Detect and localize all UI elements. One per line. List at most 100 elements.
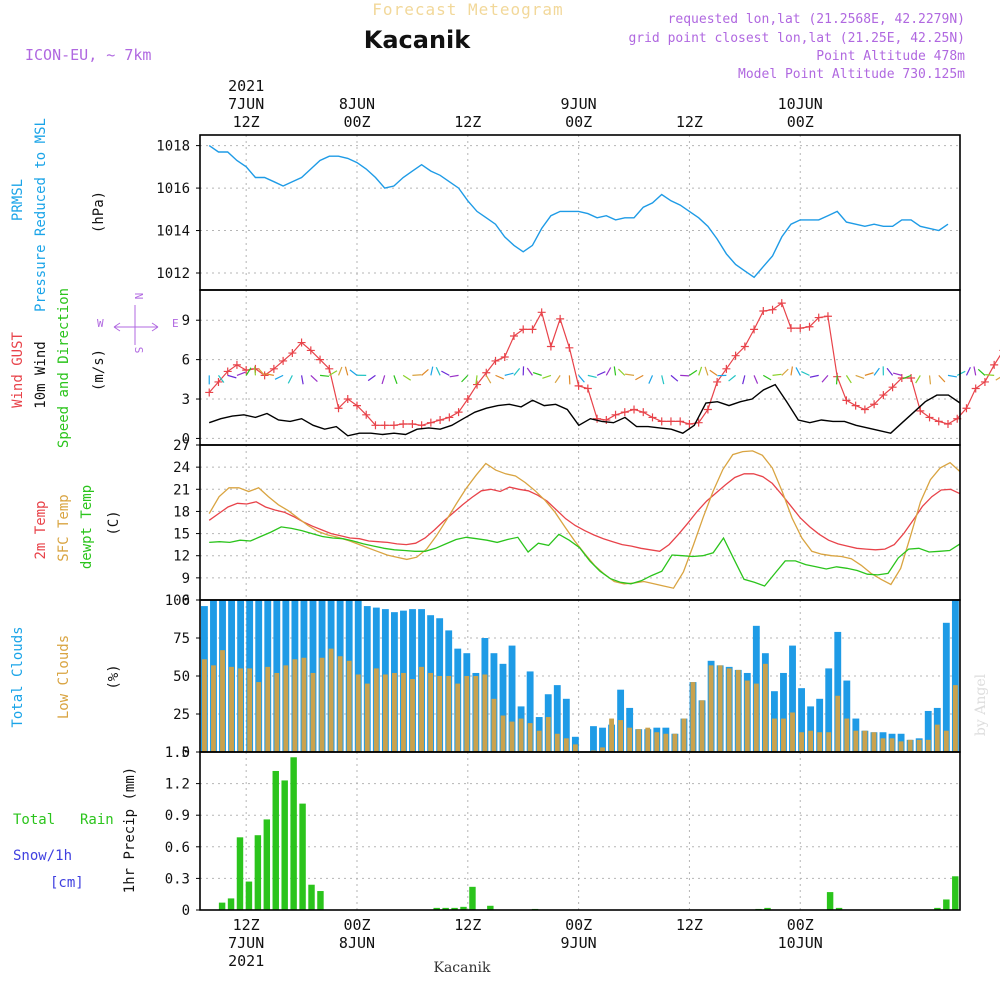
temp-series-line-sfc — [208, 450, 961, 589]
rain-bar — [451, 907, 458, 910]
low-clouds-bar — [446, 676, 452, 752]
total-clouds-bar — [363, 606, 371, 752]
low-clouds-bar — [681, 718, 687, 752]
wind-direction-arrow — [886, 367, 894, 376]
low-clouds-bar — [437, 676, 443, 752]
wind-direction-arrow — [795, 367, 801, 376]
low-clouds-bar — [781, 718, 786, 752]
y-tick-label: 1018 — [156, 139, 190, 155]
rain-bar — [308, 884, 315, 910]
data-layer — [201, 145, 1000, 910]
wind-direction-arrow — [661, 375, 665, 385]
gust-point — [500, 352, 509, 361]
pressure-label: Pressure Reduced to MSL — [33, 118, 49, 312]
wind-direction-arrow — [835, 375, 838, 385]
rain-bar — [433, 907, 440, 910]
wind-direction-arrow — [965, 367, 971, 376]
total-clouds-bar — [924, 710, 932, 752]
time-label-bottom: 12Z — [676, 916, 703, 934]
wind-direction-arrow — [864, 372, 874, 376]
low-clouds-bar — [265, 666, 271, 752]
wind-direction-arrow — [613, 366, 617, 376]
wind-direction-arrow — [532, 372, 542, 376]
low-clouds-bar — [708, 665, 714, 752]
low-clouds-bar — [898, 741, 904, 752]
wind-direction-arrow — [328, 370, 338, 376]
low-clouds-bar — [835, 695, 841, 752]
total-clouds-bar — [255, 600, 263, 752]
wind-direction-arrow — [300, 375, 304, 385]
wind-direction-arrow — [635, 374, 644, 381]
total-clouds-bar — [562, 698, 570, 752]
rain-bar — [442, 907, 449, 910]
low-clouds-bar — [274, 672, 280, 752]
gust-point — [666, 417, 675, 426]
temp-sfc-label: SFC Temp — [56, 494, 72, 561]
wind-direction-arrow — [264, 373, 274, 376]
gust-point — [639, 408, 648, 417]
low-clouds-bar — [554, 733, 560, 752]
wind-direction-arrow — [801, 371, 810, 376]
gust-point — [205, 388, 214, 397]
wind-direction-arrow — [915, 375, 921, 384]
rain-bar — [299, 803, 306, 910]
wind-direction-arrow — [461, 374, 469, 383]
low-clouds-bar — [799, 732, 804, 752]
wind-direction-arrow — [310, 374, 318, 382]
wind-direction-arrow — [485, 375, 492, 384]
wind-direction-arrow — [495, 374, 505, 380]
wind-direction-arrow — [554, 375, 561, 384]
footer-location: Kacanik — [434, 960, 491, 976]
gust-point — [232, 360, 241, 369]
y-tick-label: 1014 — [156, 224, 190, 240]
rain-bar — [764, 907, 771, 910]
low-clouds-bar — [572, 744, 578, 752]
low-clouds-bar — [916, 739, 922, 752]
wind-direction-arrow — [430, 366, 434, 376]
wind-direction-arrow — [393, 375, 398, 385]
wind-direction-arrow — [742, 375, 746, 385]
time-label-top: 10JUN — [778, 95, 823, 113]
rain-bar — [227, 898, 235, 910]
low-clouds-bar — [301, 657, 307, 752]
gust-point — [676, 417, 685, 426]
panel-labels: PRMSL Pressure Reduced to MSL (hPa) Wind GU… — [10, 118, 179, 893]
gust-point — [962, 404, 971, 413]
gust-point — [509, 331, 518, 340]
low-clouds-bar — [464, 676, 470, 752]
rain-bar — [281, 780, 288, 910]
gust-point — [371, 421, 380, 430]
low-clouds-bar — [717, 665, 723, 752]
wind-direction-arrow — [709, 369, 718, 376]
gust-point — [916, 406, 925, 415]
gust-point — [389, 421, 398, 430]
pressure-series-line — [208, 145, 949, 279]
low-clouds-label: Low Clouds — [56, 635, 72, 719]
gust-point — [980, 377, 989, 386]
y-tick-label: 12 — [173, 549, 190, 565]
low-clouds-bar — [256, 682, 262, 752]
low-clouds-bar — [762, 663, 768, 752]
low-clouds-bar — [790, 712, 795, 752]
gust-point — [306, 346, 315, 355]
low-clouds-bar — [808, 730, 814, 752]
low-clouds-bar — [880, 738, 886, 752]
gust-point — [971, 384, 980, 393]
gust-point — [777, 299, 786, 308]
low-clouds-bar — [654, 732, 660, 752]
wind-direction-arrow — [367, 374, 376, 382]
low-clouds-bar — [636, 729, 642, 752]
wind-direction-arrow — [344, 366, 349, 376]
y-tick-label: 21 — [173, 482, 190, 498]
low-clouds-bar — [491, 698, 497, 752]
wind-direction-arrow — [258, 368, 266, 376]
y-tick-label: 50 — [173, 669, 190, 685]
y-tick-label: 0 — [182, 745, 190, 761]
low-clouds-bar — [509, 721, 515, 752]
low-clouds-bar — [672, 733, 678, 752]
wind-direction-arrow — [542, 374, 552, 379]
low-clouds-bar — [907, 739, 913, 752]
y-tick-label: 15 — [173, 527, 190, 543]
low-clouds-bar — [410, 679, 415, 752]
time-label-bottom: 00Z — [565, 916, 592, 934]
